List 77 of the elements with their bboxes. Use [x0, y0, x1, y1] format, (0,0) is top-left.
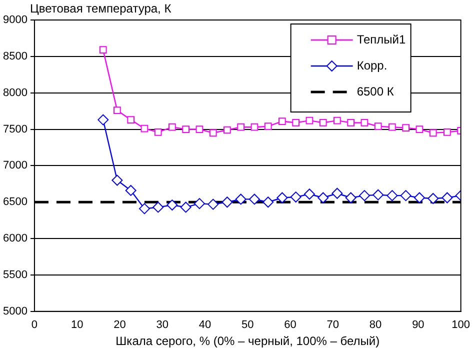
- y-tick-label: 5500: [2, 269, 28, 282]
- point: [374, 122, 382, 130]
- point: [237, 123, 245, 131]
- point: [358, 190, 370, 202]
- point: [262, 196, 274, 208]
- y-tick-label: 6500: [2, 196, 28, 208]
- x-tick-label: 30: [156, 319, 168, 332]
- point: [416, 126, 424, 133]
- x-tick-label: 50: [242, 319, 254, 332]
- point: [166, 200, 178, 211]
- y-tick-label: 7000: [2, 160, 28, 172]
- point: [304, 188, 315, 200]
- point: [444, 128, 451, 136]
- point: [319, 119, 327, 126]
- point: [388, 123, 396, 131]
- point: [345, 192, 356, 204]
- legend-label: 6500 К: [356, 84, 394, 98]
- point: [180, 202, 192, 213]
- x-tick-label: 100: [452, 319, 470, 332]
- point: [182, 126, 190, 133]
- point: [235, 194, 246, 205]
- point: [442, 192, 453, 204]
- x-tick-label: 20: [114, 319, 126, 332]
- point: [250, 123, 258, 131]
- point: [99, 46, 107, 54]
- point: [208, 198, 219, 210]
- point: [248, 194, 260, 205]
- y-tick-label: 6000: [2, 232, 28, 245]
- point: [334, 116, 341, 124]
- x-tick-label: 60: [284, 319, 296, 332]
- point: [372, 189, 384, 200]
- point: [386, 190, 398, 202]
- point: [276, 192, 288, 204]
- point: [264, 122, 272, 130]
- x-tick-label: 70: [326, 319, 340, 332]
- y-tick-label: 8000: [2, 86, 28, 99]
- point: [360, 119, 368, 126]
- point: [414, 192, 425, 204]
- point: [127, 116, 135, 124]
- point: [318, 192, 329, 204]
- y-axis-title: Цветовая температура, К: [30, 1, 172, 16]
- y-tick-label: 7500: [2, 123, 28, 136]
- x-tick-label: 40: [198, 319, 212, 332]
- point: [224, 126, 231, 134]
- point: [138, 203, 150, 214]
- point: [168, 123, 176, 131]
- point: [428, 192, 439, 204]
- point: [140, 124, 148, 132]
- point: [290, 192, 302, 203]
- legend-label: Теплый1: [356, 32, 406, 46]
- x-tick-label: 80: [369, 319, 382, 332]
- y-tick-label: 5000: [2, 305, 28, 318]
- point: [196, 126, 204, 133]
- point: [402, 124, 410, 132]
- x-axis-title: Шкала серого, % (0% – черный, 100% – белый): [116, 334, 380, 348]
- point: [278, 118, 286, 125]
- x-tick-label: 90: [412, 319, 424, 332]
- legend-label: Корр.: [356, 58, 388, 72]
- point: [114, 106, 121, 114]
- point: [112, 174, 123, 186]
- point: [292, 119, 300, 126]
- point: [209, 129, 217, 137]
- y-tick-label: 9000: [2, 14, 28, 26]
- x-tick-label: 10: [70, 319, 84, 332]
- point: [98, 114, 109, 126]
- point: [125, 184, 136, 196]
- point: [222, 196, 233, 208]
- point: [152, 202, 164, 213]
- x-tick-label: 0: [31, 319, 38, 332]
- point: [306, 116, 314, 124]
- point: [347, 119, 355, 126]
- point: [400, 190, 412, 202]
- y-tick-label: 8500: [2, 50, 28, 62]
- point: [332, 188, 343, 199]
- point: [194, 198, 205, 210]
- point: [429, 129, 437, 137]
- point: [154, 128, 162, 136]
